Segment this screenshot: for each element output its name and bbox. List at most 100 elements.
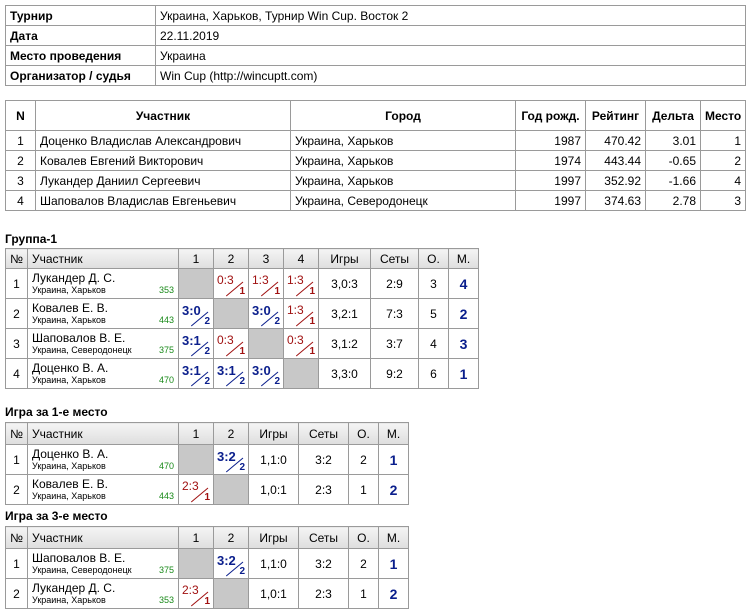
blank-cell: [178, 444, 214, 475]
cell: 374.63: [585, 190, 646, 211]
match-points: 2: [274, 376, 280, 387]
column-header: 2: [213, 422, 249, 445]
slash-line: [190, 311, 209, 327]
score-cell: 1:3 1: [283, 298, 319, 329]
header-row: № Участник 1 2 Игры Сеты О. М.: [5, 526, 409, 549]
row-number: 1: [5, 268, 28, 299]
row-number: 2: [5, 474, 28, 505]
info-row: Организатор / судья Win Cup (http://wincu…: [5, 65, 746, 86]
place: 2: [448, 298, 479, 329]
info-row: Дата 22.11.2019: [5, 25, 746, 46]
points: 2: [348, 444, 379, 475]
column-header: Участник: [27, 422, 179, 445]
info-value: 22.11.2019: [155, 25, 746, 46]
place: 2: [378, 578, 409, 609]
player-city: Украина, Харьков: [32, 374, 106, 385]
row-number: 1: [5, 548, 28, 579]
player-cell: Лукандер Д. С. Украина, Харьков 353: [27, 268, 179, 299]
score: 3:0: [182, 303, 201, 318]
column-header: Участник: [27, 526, 179, 549]
match-points: 1: [309, 286, 315, 297]
score-cell: 1:3 1: [248, 268, 284, 299]
cell: 1: [700, 130, 746, 151]
column-header: Место: [700, 100, 746, 131]
score: 0:3: [217, 273, 234, 287]
column-header: 4: [283, 248, 319, 269]
player-sub: Украина, Харьков 353: [32, 595, 174, 606]
points: 1: [348, 474, 379, 505]
cell: 1974: [515, 150, 586, 171]
slash: [190, 311, 209, 327]
score: 1:3: [252, 273, 269, 287]
player-rating: 470: [158, 460, 174, 471]
column-header: М.: [448, 248, 479, 269]
slash-line: [295, 281, 314, 297]
player-name: Ковалев Е. В.: [32, 476, 108, 491]
games: 1,0:1: [248, 474, 299, 505]
player-cell: Ковалев Е. В. Украина, Харьков 443: [27, 298, 179, 329]
score: 3:2: [217, 553, 236, 568]
group-table: № Участник 1 2 Игры Сеты О. М. 1 Доценко В. А. Укр…: [5, 422, 409, 505]
points: 3: [418, 268, 449, 299]
player-city: Украина, Северодонецк: [32, 344, 132, 355]
slash-line: [260, 311, 279, 327]
column-header: 1: [178, 422, 214, 445]
blank-cell: [213, 578, 249, 609]
slash-line: [190, 371, 209, 387]
group-table: № Участник 1 2 Игры Сеты О. М. 1 Шаповалов В. Е. У…: [5, 526, 409, 609]
slash-line: [190, 487, 209, 503]
place: 1: [448, 358, 479, 389]
slash-line: [190, 341, 209, 357]
column-header: Игры: [248, 422, 299, 445]
sets: 3:2: [298, 444, 349, 475]
sets: 3:2: [298, 548, 349, 579]
match-points: 1: [204, 596, 210, 607]
group-title: Группа-1: [5, 232, 58, 246]
row-number: 4: [5, 358, 28, 389]
participants-block: N Участник Город Год рожд. Рейтинг Дельта Мест…: [5, 100, 746, 211]
header-row: № Участник 1 2 3 4 Игры Сеты О. М.: [5, 248, 479, 269]
info-label: Организатор / судья: [5, 65, 156, 86]
cell: 443.44: [585, 150, 646, 171]
score-cell: 2:3 1: [178, 474, 214, 505]
info-block: Турнир Украина, Харьков, Турнир Win Cup. …: [5, 5, 746, 86]
player-name: Шаповалов В. Е.: [32, 330, 126, 345]
info-label: Турнир: [5, 5, 156, 26]
cell: Украина, Харьков: [290, 150, 516, 171]
match-points: 2: [204, 346, 210, 357]
match-points: 1: [274, 286, 280, 297]
info-value: Украина, Харьков, Турнир Win Cup. Восток…: [155, 5, 746, 26]
cell: Украина, Северодонецк: [290, 190, 516, 211]
player-cell: Шаповалов В. Е. Украина, Северодонецк 375: [27, 328, 179, 359]
player-sub: Украина, Харьков 443: [32, 491, 174, 502]
slash: [190, 341, 209, 357]
score-cell: 0:3 1: [213, 268, 249, 299]
slash-line: [225, 561, 244, 577]
column-header: О.: [418, 248, 449, 269]
slash: [295, 311, 314, 327]
player-name: Лукандер Д. С.: [32, 580, 116, 595]
match-points: 2: [239, 566, 245, 577]
group-row: 2 Ковалев Е. В. Украина, Харьков 443 3:0 2 3:0…: [5, 298, 479, 329]
column-header: 1: [178, 248, 214, 269]
row-number: 3: [5, 328, 28, 359]
match-points: 2: [239, 462, 245, 473]
player-rating: 353: [158, 594, 174, 605]
match-points: 2: [274, 316, 280, 327]
group-row: 3 Шаповалов В. Е. Украина, Северодонецк 375…: [5, 328, 479, 359]
player-cell: Доценко В. А. Украина, Харьков 470: [27, 444, 179, 475]
score: 3:2: [217, 449, 236, 464]
cell: Лукандер Даниил Сергеевич: [35, 170, 291, 191]
cell: 3.01: [645, 130, 701, 151]
row-number: 2: [5, 298, 28, 329]
sets: 3:7: [370, 328, 419, 359]
info-label: Дата: [5, 25, 156, 46]
slash: [225, 281, 244, 297]
match-points: 1: [239, 286, 245, 297]
slash: [225, 561, 244, 577]
slash-line: [225, 371, 244, 387]
place: 1: [378, 444, 409, 475]
column-header: Игры: [318, 248, 371, 269]
player-city: Украина, Харьков: [32, 594, 106, 605]
